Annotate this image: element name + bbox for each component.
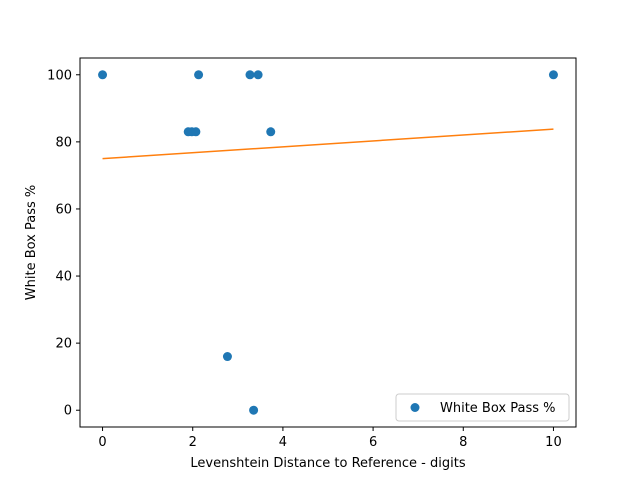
legend-label: White Box Pass % — [440, 401, 555, 416]
x-tick-label: 2 — [189, 435, 197, 450]
legend-marker — [410, 403, 420, 412]
x-tick-label: 4 — [279, 435, 287, 450]
y-axis-label: White Box Pass % — [24, 185, 39, 300]
y-tick-label: 60 — [55, 202, 72, 217]
x-tick-label: 8 — [459, 435, 467, 450]
data-point — [98, 70, 108, 80]
plot-frame — [79, 57, 577, 428]
data-point — [191, 127, 201, 137]
legend-box — [395, 393, 570, 422]
x-axis-label: Levenshtein Distance to Reference - digi… — [190, 456, 465, 471]
data-point — [222, 352, 232, 362]
data-point — [548, 70, 558, 80]
x-tick-label: 10 — [545, 435, 562, 450]
trend-line — [102, 128, 554, 160]
data-point — [194, 70, 204, 80]
y-tick-label: 80 — [55, 135, 72, 150]
y-tick-label: 40 — [55, 270, 72, 285]
data-point — [266, 127, 276, 137]
plot-area — [98, 70, 558, 415]
x-tick-label: 6 — [369, 435, 377, 450]
data-point — [245, 70, 255, 80]
x-axis: 0 2 4 6 8 10 — [98, 427, 562, 450]
data-point — [253, 70, 263, 80]
y-tick-label: 100 — [47, 68, 72, 83]
y-tick-label: 0 — [64, 404, 72, 419]
legend: White Box Pass % — [395, 393, 570, 422]
y-tick-label: 20 — [55, 337, 72, 352]
y-axis: 0 20 40 60 80 100 — [47, 68, 80, 419]
x-tick-label: 0 — [98, 435, 106, 450]
data-point — [249, 405, 259, 415]
